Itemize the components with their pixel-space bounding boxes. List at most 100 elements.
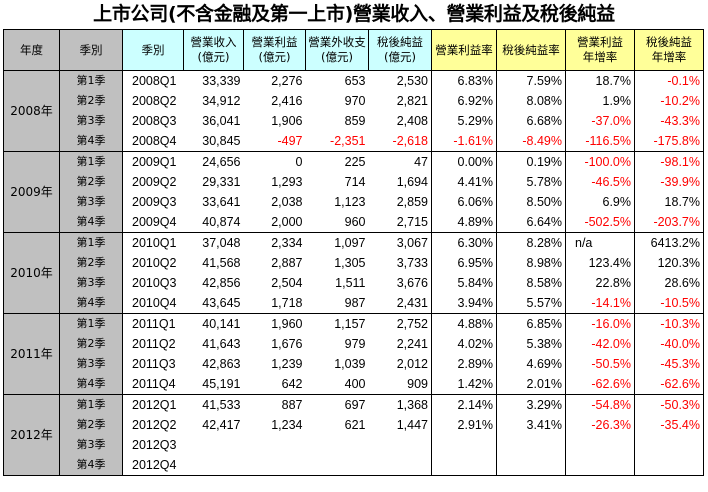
table-row: 第3季 2009Q3 33,641 2,038 1,123 2,859 6.06% 8.50%… bbox=[4, 192, 704, 212]
net-growth-cell: -62.6% bbox=[634, 374, 704, 395]
header-year: 年度 bbox=[3, 29, 60, 71]
op-margin-cell: 2.89% bbox=[431, 354, 497, 374]
net-income-cell: 909 bbox=[368, 374, 432, 395]
non-op-cell: 400 bbox=[305, 374, 369, 395]
table-row: 第2季 2009Q2 29,331 1,293 714 1,694 4.41% 5.78% -4… bbox=[4, 172, 704, 192]
header-season: 季別 bbox=[59, 29, 123, 71]
table-row: 第3季 2012Q3 bbox=[4, 435, 704, 455]
revenue-cell: 37,048 bbox=[202, 236, 241, 250]
op-margin-cell: 4.41% bbox=[431, 172, 497, 192]
period-cell: 2008Q4 bbox=[122, 131, 184, 152]
period-cell: 2012Q2 bbox=[122, 415, 184, 435]
season-cell: 第1季 bbox=[59, 232, 123, 253]
season-cell: 第3季 bbox=[59, 111, 123, 131]
op-growth-cell: -26.3% bbox=[565, 415, 635, 435]
revenue-cell: 42,417 bbox=[202, 418, 241, 432]
header-revenue: 營業收入 (億元) bbox=[183, 29, 244, 71]
op-margin-cell: 6.92% bbox=[431, 91, 497, 111]
non-op-cell: 970 bbox=[344, 94, 366, 108]
op-margin-cell bbox=[431, 455, 497, 476]
season-cell: 第1季 bbox=[59, 313, 123, 334]
op-income-cell: 0 bbox=[295, 155, 303, 169]
year-cell: 2010年 bbox=[3, 232, 60, 314]
period-cell: 2009Q2 bbox=[122, 172, 184, 192]
year-cell: 2011年 bbox=[3, 313, 60, 395]
net-growth-cell: -45.3% bbox=[634, 354, 704, 374]
op-margin-cell: 4.02% bbox=[431, 334, 497, 354]
period-cell: 2009Q3 bbox=[122, 192, 184, 212]
non-op-cell: 960 bbox=[305, 212, 369, 233]
data-table: 年度 季別 季別 營業收入 (億元) 營業利益 (億元) 營業外收支 (億元) 稅後純… bbox=[3, 29, 704, 476]
op-income-cell: 1,906 bbox=[271, 114, 303, 128]
net-income-cell: 2,530 bbox=[396, 74, 428, 88]
net-growth-cell: -203.7% bbox=[634, 212, 704, 233]
net-growth-cell: -50.3% bbox=[634, 394, 704, 415]
header-op-income: 營業利益 (億元) bbox=[243, 29, 306, 71]
net-margin-cell: 6.64% bbox=[496, 212, 566, 233]
op-income-cell: 1,293 bbox=[271, 175, 303, 189]
net-growth-cell bbox=[634, 435, 704, 455]
header-non-op: 營業外收支 (億元) bbox=[305, 29, 369, 71]
op-growth-cell: -100.0% bbox=[565, 151, 635, 172]
year-cell: 2012年 bbox=[3, 394, 60, 476]
season-cell: 第3季 bbox=[59, 354, 123, 374]
net-income-cell: 1,368 bbox=[396, 398, 428, 412]
table-row: 第3季 2008Q3 36,041 1,906 859 2,408 5.29% 6.68% -3… bbox=[4, 111, 704, 131]
net-growth-cell: -10.3% bbox=[634, 313, 704, 334]
non-op-cell: 979 bbox=[344, 337, 366, 351]
op-growth-cell: 6.9% bbox=[565, 192, 635, 212]
table-row: 第4季 2010Q4 43,645 1,718 987 2,431 3.94% 5.57% -1… bbox=[4, 293, 704, 314]
op-margin-cell: 6.83% bbox=[431, 70, 497, 91]
period-cell: 2010Q2 bbox=[122, 253, 184, 273]
season-cell: 第2季 bbox=[59, 253, 123, 273]
non-op-cell: 225 bbox=[344, 155, 366, 169]
op-growth-cell: 123.4% bbox=[565, 253, 635, 273]
op-growth-cell: -116.5% bbox=[565, 131, 635, 152]
season-cell: 第4季 bbox=[59, 131, 123, 152]
table-body: 2008年 第1季 2008Q1 33,339 2,276 653 2,530 6.83% 7.… bbox=[3, 70, 704, 476]
season-cell: 第4季 bbox=[59, 212, 123, 233]
table-row: 第4季 2008Q4 30,845 -497 -2,351 -2,618 -1.61% -8.… bbox=[4, 131, 704, 152]
net-income-cell: 2,715 bbox=[368, 212, 432, 233]
season-cell: 第3季 bbox=[59, 273, 123, 293]
period-cell: 2011Q1 bbox=[122, 313, 184, 334]
table-row: 第3季 2011Q3 42,863 1,239 1,039 2,012 2.89% 4.69%… bbox=[4, 354, 704, 374]
period-cell: 2008Q1 bbox=[122, 70, 184, 91]
net-margin-cell: 3.29% bbox=[496, 394, 566, 415]
net-income-cell: -2,618 bbox=[368, 131, 432, 152]
net-margin-cell: 5.57% bbox=[496, 293, 566, 314]
table-row: 第4季 2012Q4 bbox=[4, 455, 704, 476]
season-cell: 第4季 bbox=[59, 293, 123, 314]
op-margin-cell bbox=[431, 435, 497, 455]
net-growth-cell: -43.3% bbox=[634, 111, 704, 131]
non-op-cell: 621 bbox=[344, 418, 366, 432]
non-op-cell: 714 bbox=[344, 175, 366, 189]
net-growth-cell: -35.4% bbox=[634, 415, 704, 435]
op-income-cell bbox=[244, 435, 306, 455]
non-op-cell: 1,039 bbox=[334, 357, 366, 371]
op-margin-cell: 5.84% bbox=[431, 273, 497, 293]
net-growth-cell: 6413.2% bbox=[634, 232, 704, 253]
net-margin-cell: 8.08% bbox=[496, 91, 566, 111]
revenue-cell: 29,331 bbox=[202, 175, 241, 189]
net-growth-cell: -40.0% bbox=[634, 334, 704, 354]
op-margin-cell: 6.30% bbox=[431, 232, 497, 253]
net-margin-cell: 3.41% bbox=[496, 415, 566, 435]
net-income-cell bbox=[369, 435, 432, 455]
op-income-cell: 2,504 bbox=[271, 276, 303, 290]
op-growth-cell bbox=[565, 435, 635, 455]
op-margin-cell: 2.14% bbox=[431, 394, 497, 415]
non-op-cell: 1,097 bbox=[334, 236, 366, 250]
net-growth-cell: 28.6% bbox=[634, 273, 704, 293]
op-income-cell: -497 bbox=[243, 131, 306, 152]
op-growth-cell: -502.5% bbox=[565, 212, 635, 233]
table-row: 2012年 第1季 2012Q1 41,533 887 697 1,368 2.14% 3.29… bbox=[3, 394, 704, 476]
op-margin-cell: 6.06% bbox=[431, 192, 497, 212]
net-margin-cell bbox=[496, 455, 566, 476]
net-margin-cell bbox=[496, 435, 566, 455]
revenue-cell: 41,643 bbox=[202, 337, 241, 351]
net-margin-cell: 5.78% bbox=[496, 172, 566, 192]
net-income-cell: 2,752 bbox=[396, 317, 428, 331]
net-income-cell bbox=[368, 455, 432, 476]
non-op-cell: 1,157 bbox=[334, 317, 366, 331]
